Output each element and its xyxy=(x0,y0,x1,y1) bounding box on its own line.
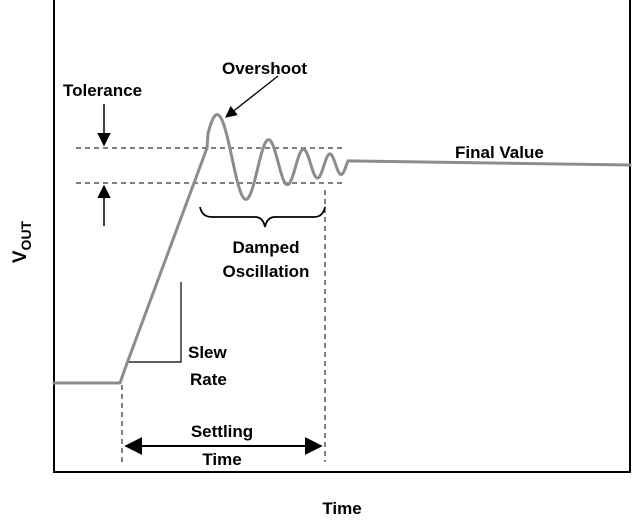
x-axis-label: Time xyxy=(322,499,361,518)
overshoot-label: Overshoot xyxy=(222,59,307,78)
tolerance-label: Tolerance xyxy=(63,81,142,100)
final-value-label: Final Value xyxy=(455,143,544,162)
y-axis-label: VOUT xyxy=(10,220,34,263)
settling-time-label-line1: Settling xyxy=(191,422,253,441)
damped-oscillation-label-line1: Damped xyxy=(232,238,299,257)
slew-rate-label-line1: Slew xyxy=(188,343,228,362)
damped-oscillation-brace xyxy=(199,206,326,228)
slew-rate-label-line2: Rate xyxy=(190,370,227,389)
y-axis-label-subscript: OUT xyxy=(18,220,34,250)
overshoot-pointer-arrow xyxy=(225,75,279,118)
step-response-waveform xyxy=(52,113,632,385)
damped-oscillation-label-line2: Oscillation xyxy=(223,262,310,281)
slew-rate-leader xyxy=(129,282,182,363)
y-axis-label-main: V xyxy=(10,250,31,263)
plot-frame xyxy=(53,0,631,473)
settling-time-label-line2: Time xyxy=(202,450,241,469)
